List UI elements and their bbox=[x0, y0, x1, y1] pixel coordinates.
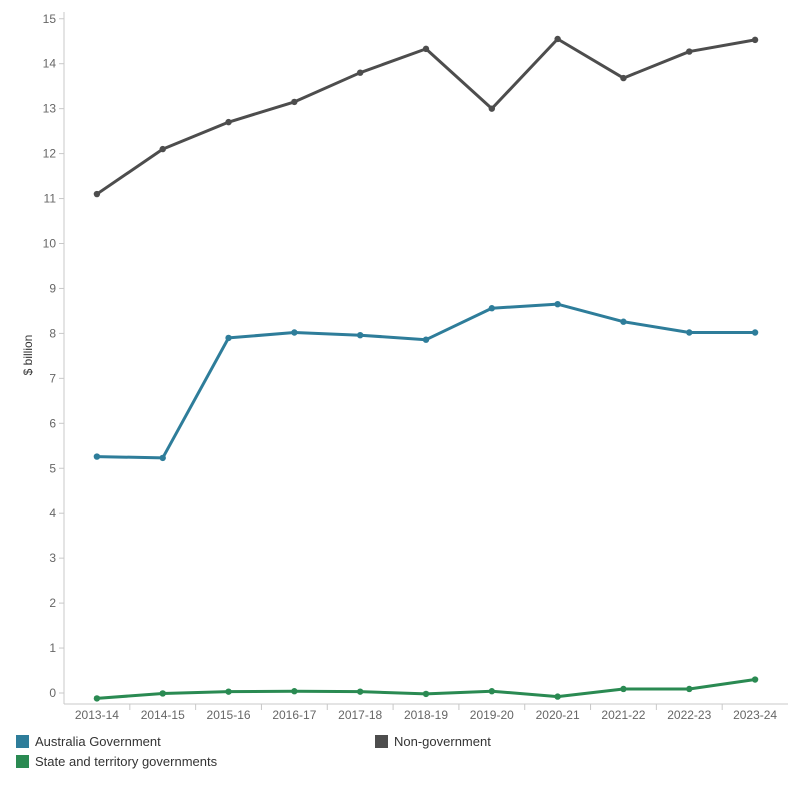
data-point bbox=[159, 690, 166, 697]
y-tick-label: 11 bbox=[44, 192, 57, 206]
y-axis-label: $ billion bbox=[21, 335, 35, 376]
data-point bbox=[554, 35, 561, 43]
y-tick-label: 8 bbox=[49, 326, 56, 340]
x-tick-label: 2015-16 bbox=[207, 708, 251, 722]
legend-item-state-and-territory-governments[interactable]: State and territory governments bbox=[16, 754, 217, 769]
data-point bbox=[291, 329, 298, 336]
data-point bbox=[93, 190, 101, 198]
data-point bbox=[422, 690, 430, 698]
legend-swatch bbox=[16, 735, 29, 748]
x-tick-label: 2016-17 bbox=[272, 708, 316, 722]
x-tick-label: 2022-23 bbox=[667, 708, 711, 722]
series-state-and-territory-governments bbox=[93, 676, 759, 702]
data-point bbox=[422, 45, 430, 53]
y-tick-label: 10 bbox=[43, 237, 57, 251]
y-tick-label: 14 bbox=[43, 57, 57, 71]
data-point bbox=[159, 145, 166, 153]
data-point bbox=[620, 318, 627, 325]
data-point bbox=[422, 336, 430, 343]
legend-item-australia-government[interactable]: Australia Government bbox=[16, 734, 161, 749]
y-tick-label: 5 bbox=[49, 461, 56, 475]
y-tick-label: 0 bbox=[49, 686, 56, 700]
x-tick-label: 2019-20 bbox=[470, 708, 514, 722]
legend-swatch bbox=[16, 755, 29, 768]
data-point bbox=[356, 688, 364, 695]
data-point bbox=[488, 105, 496, 112]
legend-label: State and territory governments bbox=[35, 754, 218, 769]
data-point bbox=[356, 331, 364, 339]
data-point bbox=[554, 300, 561, 308]
legend-label: Non-government bbox=[394, 734, 491, 749]
data-point bbox=[225, 688, 232, 695]
legend-label: Australia Government bbox=[35, 734, 161, 749]
data-point bbox=[554, 693, 561, 700]
data-point bbox=[620, 685, 627, 693]
data-point bbox=[488, 305, 496, 312]
legend: Australia Government Non-government Stat… bbox=[0, 730, 800, 790]
y-tick-label: 1 bbox=[49, 641, 56, 655]
x-tick-label: 2020-21 bbox=[536, 708, 580, 722]
data-point bbox=[159, 454, 166, 462]
x-tick-label: 2023-24 bbox=[733, 708, 777, 722]
data-point bbox=[93, 453, 101, 460]
legend-swatch bbox=[375, 735, 388, 748]
series-australia-government bbox=[93, 300, 759, 462]
y-tick-label: 12 bbox=[43, 147, 57, 161]
x-tick-label: 2018-19 bbox=[404, 708, 448, 722]
series-line bbox=[95, 37, 757, 196]
data-point bbox=[686, 685, 693, 693]
data-point bbox=[225, 118, 232, 126]
y-tick-label: 3 bbox=[49, 551, 56, 565]
data-point bbox=[488, 688, 496, 695]
data-point bbox=[751, 676, 759, 683]
data-point bbox=[291, 98, 298, 106]
y-tick-label: 2 bbox=[49, 596, 56, 610]
y-tick-label: 6 bbox=[49, 416, 56, 430]
axes bbox=[63, 12, 788, 705]
data-point bbox=[291, 688, 298, 695]
data-point bbox=[620, 74, 627, 82]
legend-item-non-government[interactable]: Non-government bbox=[375, 734, 491, 749]
data-point bbox=[225, 334, 232, 342]
y-tick-label: 13 bbox=[43, 102, 57, 116]
data-point bbox=[751, 36, 759, 44]
x-tick-label: 2013-14 bbox=[75, 708, 119, 722]
y-tick-label: 9 bbox=[49, 281, 56, 295]
x-tick-label: 2017-18 bbox=[338, 708, 382, 722]
series-line bbox=[95, 302, 757, 460]
data-point bbox=[93, 695, 101, 702]
series-group bbox=[93, 35, 759, 702]
data-point bbox=[356, 69, 364, 76]
x-axis-ticks: 2013-14 2014-15 2015-16 2016-17 2017-18 2018-… bbox=[75, 704, 777, 722]
x-tick-label: 2014-15 bbox=[141, 708, 185, 722]
y-tick-label: 4 bbox=[49, 506, 56, 520]
data-point bbox=[686, 329, 693, 336]
data-point bbox=[751, 329, 759, 336]
x-tick-label: 2021-22 bbox=[601, 708, 645, 722]
series-non-government bbox=[93, 35, 759, 198]
y-tick-label: 7 bbox=[49, 371, 56, 385]
y-tick-label: 15 bbox=[43, 12, 57, 26]
data-point bbox=[686, 48, 693, 55]
